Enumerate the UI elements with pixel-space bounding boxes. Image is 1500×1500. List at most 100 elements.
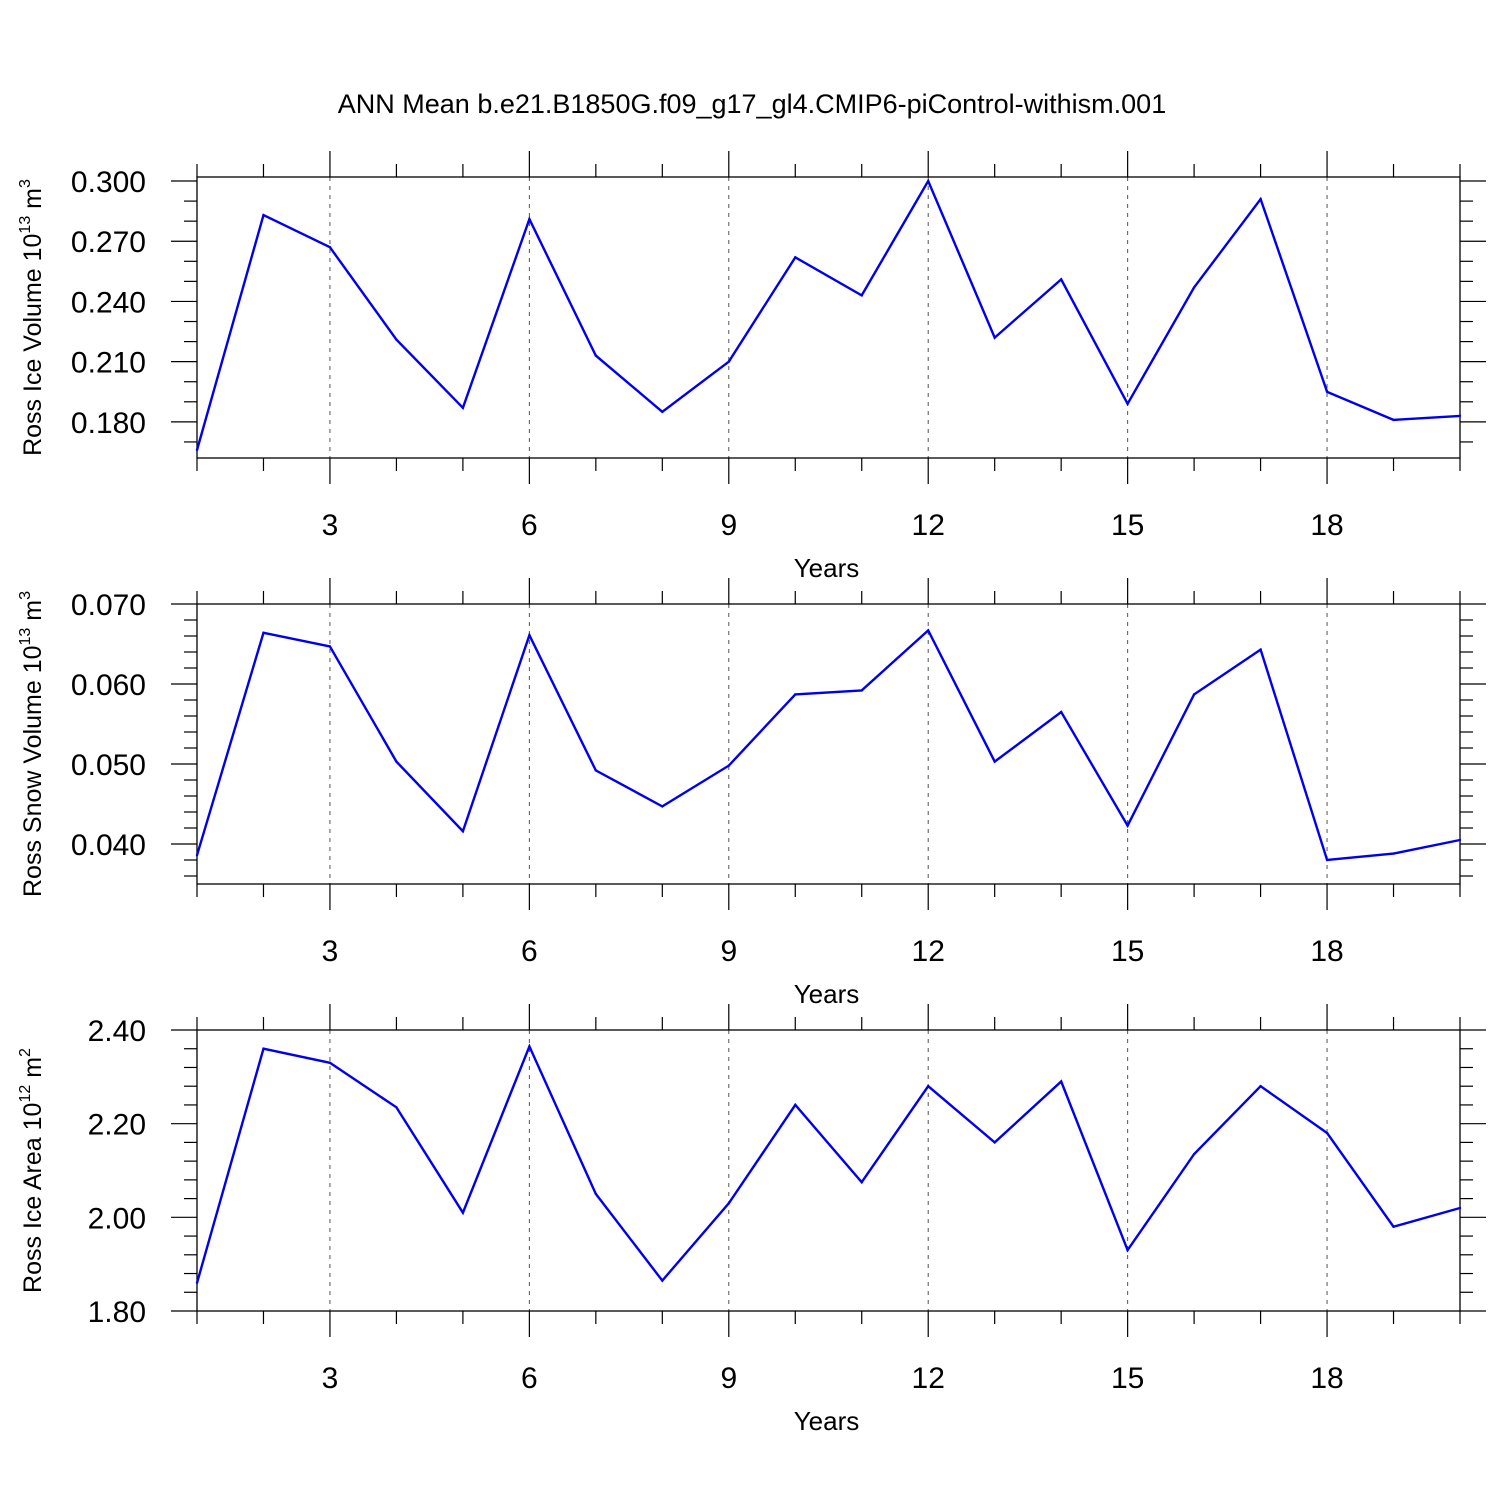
y-tick-label: 0.180 xyxy=(71,407,146,440)
data-point xyxy=(927,179,930,183)
y-axis-label: Ross Ice Volume 1013 m3 xyxy=(17,179,47,456)
y-tick-label: 0.060 xyxy=(71,669,146,702)
x-tick-label: 12 xyxy=(912,509,945,542)
x-tick-label: 9 xyxy=(720,509,737,542)
data-point xyxy=(195,1281,199,1285)
data-point xyxy=(328,645,332,648)
x-tick-label: 6 xyxy=(521,1362,538,1395)
x-axis-label: Years xyxy=(794,553,860,583)
data-point xyxy=(927,1085,930,1088)
x-axis-label: Years xyxy=(794,1406,860,1436)
data-point xyxy=(395,760,398,763)
data-point xyxy=(1126,824,1129,827)
data-point xyxy=(1192,286,1196,289)
data-point xyxy=(395,338,398,341)
data-point xyxy=(794,256,797,259)
data-point xyxy=(727,360,730,363)
data-point xyxy=(528,217,531,221)
data-point xyxy=(528,634,531,637)
data-point xyxy=(594,769,598,772)
y-tick-label: 0.300 xyxy=(71,166,146,199)
x-tick-label: 6 xyxy=(521,935,538,968)
data-point xyxy=(661,1279,664,1282)
x-tick-label: 3 xyxy=(322,1362,339,1395)
data-point xyxy=(528,1045,531,1048)
y-tick-label: 0.210 xyxy=(71,347,146,380)
y-tick-label: 0.070 xyxy=(71,589,146,622)
data-point xyxy=(1192,1152,1196,1156)
data-point xyxy=(1325,1131,1329,1135)
y-tick-label: 1.80 xyxy=(88,1296,146,1329)
data-point xyxy=(860,294,863,297)
data-point xyxy=(860,1181,863,1184)
data-point xyxy=(1325,390,1329,393)
data-point xyxy=(794,693,797,696)
data-point xyxy=(461,1211,465,1214)
data-point xyxy=(262,631,265,634)
x-tick-label: 9 xyxy=(720,1362,737,1395)
panel-1: 3 6 9 12 15 18 0.180 0.210 0.240 0.270 0.300 Years R… xyxy=(17,151,1486,583)
data-point xyxy=(1259,1085,1262,1088)
x-tick-label: 3 xyxy=(322,509,339,542)
data-point xyxy=(461,406,465,410)
data-point xyxy=(927,629,930,632)
y-tick-label: 2.40 xyxy=(88,1015,146,1048)
panels: 3 6 9 12 15 18 0.180 0.210 0.240 0.270 0.300 Years R… xyxy=(17,151,1486,1436)
y-tick-label: 0.040 xyxy=(71,829,146,862)
series-line xyxy=(195,628,1461,862)
data-point xyxy=(1458,1206,1462,1210)
data-point xyxy=(1392,418,1395,422)
chart-title: ANN Mean b.e21.B1850G.f09_g17_gl4.CMIP6-… xyxy=(338,89,1166,119)
x-tick-label: 15 xyxy=(1111,935,1144,968)
x-tick-label: 18 xyxy=(1310,509,1343,542)
y-axis-label: Ross Snow Volume 1013 m3 xyxy=(17,591,47,897)
series-line xyxy=(195,178,1461,451)
data-point xyxy=(1126,402,1129,406)
data-point xyxy=(262,1047,265,1050)
data-point xyxy=(1259,648,1262,651)
x-tick-label: 15 xyxy=(1111,1362,1144,1395)
data-point xyxy=(1259,197,1262,201)
panel-3: 3 6 9 12 15 18 1.80 2.00 2.20 2.40 Years Ross Ice A… xyxy=(17,1004,1486,1436)
data-point xyxy=(1392,1225,1395,1228)
data-point xyxy=(395,1106,398,1109)
data-point xyxy=(1458,414,1462,418)
y-axis-label: Ross Ice Area 1012 m2 xyxy=(17,1048,47,1293)
data-point xyxy=(328,246,332,249)
data-point xyxy=(1325,858,1329,862)
data-point xyxy=(594,1192,598,1196)
data-point xyxy=(195,448,199,452)
series-line xyxy=(195,1043,1461,1284)
x-tick-label: 15 xyxy=(1111,509,1144,542)
x-tick-label: 6 xyxy=(521,509,538,542)
data-point xyxy=(993,1141,996,1144)
x-tick-label: 12 xyxy=(912,1362,945,1395)
data-point xyxy=(1059,1080,1063,1083)
data-point xyxy=(661,410,664,414)
data-point xyxy=(860,689,863,692)
data-point xyxy=(794,1103,797,1107)
data-point xyxy=(1192,693,1196,696)
x-tick-label: 18 xyxy=(1310,935,1343,968)
y-tick-label: 2.20 xyxy=(88,1109,146,1142)
plot-frame xyxy=(196,1029,1461,1312)
y-tick-label: 0.240 xyxy=(71,286,146,319)
plot-frame xyxy=(196,176,1461,459)
data-point xyxy=(1458,838,1462,842)
data-point xyxy=(262,213,265,217)
y-tick-label: 0.270 xyxy=(71,226,146,259)
x-tick-label: 9 xyxy=(720,935,737,968)
data-point xyxy=(727,1202,730,1205)
data-point xyxy=(594,354,598,357)
panel-2: 3 6 9 12 15 18 0.040 0.050 0.060 0.070 Years Ross S… xyxy=(17,578,1486,1009)
y-tick-label: 0.050 xyxy=(71,749,146,782)
plot-frame xyxy=(196,603,1461,885)
data-point xyxy=(195,854,199,857)
data-point xyxy=(993,760,996,763)
data-point xyxy=(993,336,996,339)
data-point xyxy=(461,830,465,833)
data-point xyxy=(1126,1248,1129,1252)
data-point xyxy=(1392,852,1395,855)
data-point xyxy=(1059,278,1063,281)
